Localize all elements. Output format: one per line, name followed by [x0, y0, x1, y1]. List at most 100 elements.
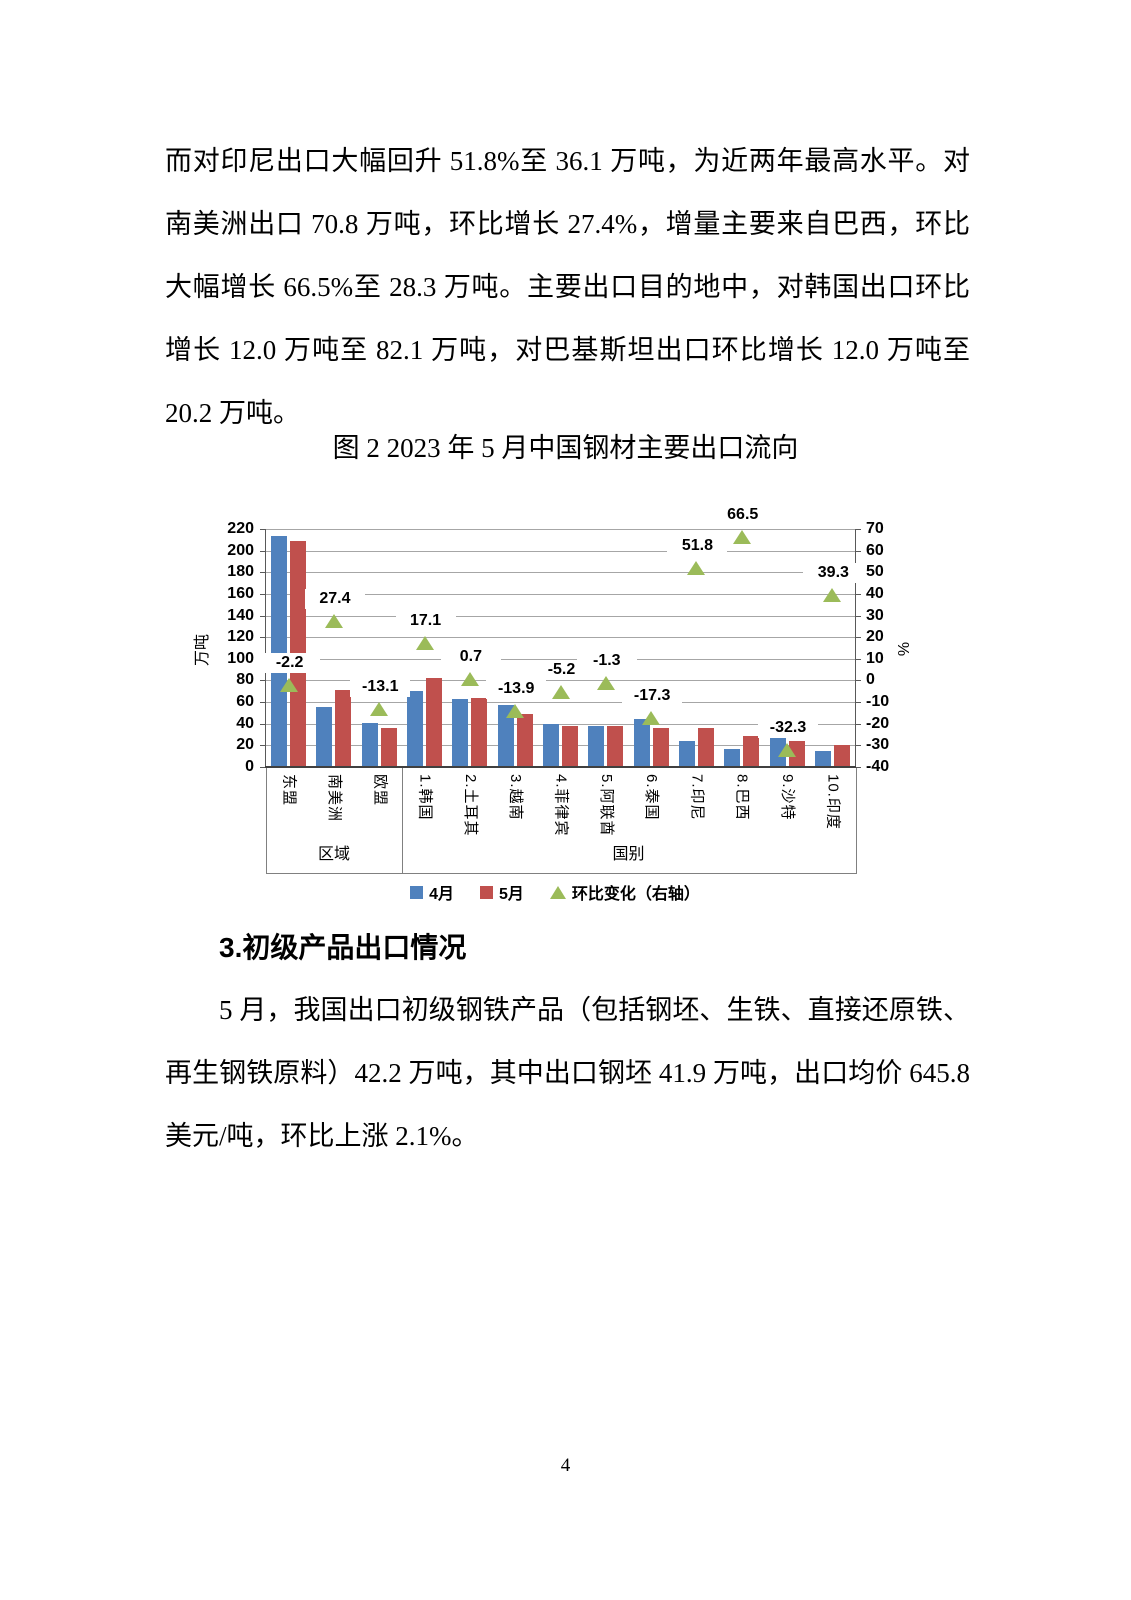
- category-label: 5.阿联酋: [597, 774, 615, 837]
- change-triangle: [778, 743, 797, 758]
- change-triangle: [506, 703, 525, 718]
- right-axis-tick-label: -30: [866, 736, 890, 754]
- left-axis-tick-label: 40: [236, 714, 254, 732]
- right-axis-tick: [855, 680, 861, 682]
- change-triangle: [823, 588, 842, 603]
- legend-label: 环比变化（右轴）: [571, 886, 700, 903]
- bar-may: [380, 728, 397, 767]
- bar-april: [588, 725, 605, 767]
- right-axis-tick-label: 10: [866, 649, 884, 667]
- left-axis-tick: [260, 680, 266, 682]
- legend-triangle-icon: [549, 885, 566, 899]
- grid-line: [266, 572, 855, 574]
- x-axis-line: [265, 766, 856, 768]
- change-triangle: [551, 684, 570, 699]
- left-axis-tick-label: 80: [236, 671, 254, 689]
- paragraph-primary-products: 5 月，我国出口初级钢铁产品（包括钢坯、生铁、直接还原铁、再生钢铁原料）42.2…: [165, 995, 970, 1151]
- change-data-label: -17.3: [622, 685, 683, 706]
- category-label: 2.土耳其: [461, 774, 479, 837]
- change-data-label: 66.5: [712, 504, 773, 525]
- left-axis-tick: [260, 723, 266, 725]
- grid-line: [266, 637, 855, 639]
- page-number: 4: [560, 1455, 571, 1476]
- change-triangle: [642, 710, 661, 725]
- left-axis-tick-label: 60: [236, 693, 254, 711]
- right-axis-line: [855, 529, 856, 767]
- change-triangle: [279, 678, 298, 693]
- category-label: 6.泰国: [643, 774, 661, 821]
- bar-may: [743, 736, 760, 767]
- left-axis-tick-label: 0: [245, 758, 254, 775]
- bar-may: [607, 726, 624, 767]
- bar-may: [697, 727, 714, 767]
- right-axis-tick-label: -10: [866, 693, 890, 711]
- bar-may: [516, 713, 533, 767]
- left-axis-tick: [260, 767, 266, 768]
- change-data-label: 51.8: [667, 536, 728, 557]
- right-axis-tick: [855, 745, 861, 747]
- change-data-label: -2.2: [259, 653, 320, 674]
- export-flow-chart: 万吨 % 0 20 40 60 80 100 120 140 160 180 200 220 -40 -3…: [180, 490, 930, 910]
- change-triangle: [460, 671, 479, 686]
- right-axis-tick-label: 70: [866, 520, 884, 537]
- bar-april: [543, 723, 559, 767]
- left-axis-tick-label: 100: [227, 649, 254, 667]
- change-data-label: -1.3: [576, 651, 637, 672]
- category-label: 1.韩国: [416, 774, 434, 821]
- right-axis-tick: [855, 550, 861, 552]
- legend-label: 5月: [498, 886, 524, 903]
- group-label-region: 区域: [317, 846, 350, 863]
- change-data-label: -5.2: [531, 659, 592, 680]
- grid-line: [266, 745, 855, 747]
- change-triangle: [415, 636, 434, 651]
- left-axis-tick-label: 200: [227, 541, 254, 559]
- group-label-country: 国别: [612, 846, 645, 863]
- grid-line: [266, 529, 855, 530]
- category-label: 欧盟: [371, 774, 389, 807]
- right-axis-tick: [855, 637, 861, 639]
- right-axis-tick-label: 0: [866, 671, 875, 689]
- grid-line: [266, 723, 855, 725]
- bar-april: [452, 698, 469, 767]
- bar-april: [497, 705, 514, 767]
- left-axis-tick-label: 120: [227, 628, 254, 646]
- left-axis-tick: [260, 637, 266, 639]
- grid-line: [266, 550, 855, 552]
- left-axis-tick: [260, 593, 266, 595]
- change-data-label: -32.3: [758, 718, 819, 739]
- left-axis-line: [265, 529, 266, 767]
- right-axis-tick: [855, 767, 861, 768]
- bar-april: [361, 722, 378, 767]
- left-axis-tick-label: 220: [227, 520, 254, 537]
- right-axis-tick-label: 20: [866, 628, 884, 646]
- change-data-label: -13.9: [486, 678, 547, 699]
- change-triangle: [596, 676, 615, 691]
- change-triangle: [687, 561, 706, 576]
- figure-caption: 图 2 2023 年 5 月中国钢材主要出口流向: [332, 433, 799, 463]
- grid-line: [266, 593, 855, 595]
- legend-label: 4月: [429, 886, 454, 903]
- right-axis-tick: [855, 702, 861, 704]
- legend-square-icon: [479, 885, 493, 899]
- legend-square-icon: [410, 885, 424, 899]
- left-axis-tick-label: 160: [227, 584, 254, 602]
- bar-may: [426, 678, 443, 767]
- bar-may: [562, 725, 578, 767]
- right-axis-tick-label: 30: [866, 606, 884, 624]
- right-axis-tick: [855, 723, 861, 725]
- right-axis-tick: [855, 593, 861, 595]
- category-label: 3.越南: [507, 774, 525, 821]
- bar-may: [335, 690, 352, 767]
- right-axis-tick: [855, 658, 861, 660]
- bar-may: [652, 727, 669, 767]
- bar-april: [316, 706, 333, 767]
- category-label: 4.菲律宾: [552, 774, 570, 837]
- left-axis-tick: [260, 745, 266, 747]
- change-triangle: [732, 529, 751, 544]
- bar-april: [633, 719, 650, 767]
- right-axis-tick-label: 50: [866, 563, 884, 581]
- category-label: 10.印度: [824, 774, 842, 830]
- category-area: [266, 767, 857, 874]
- bar-may: [471, 698, 488, 767]
